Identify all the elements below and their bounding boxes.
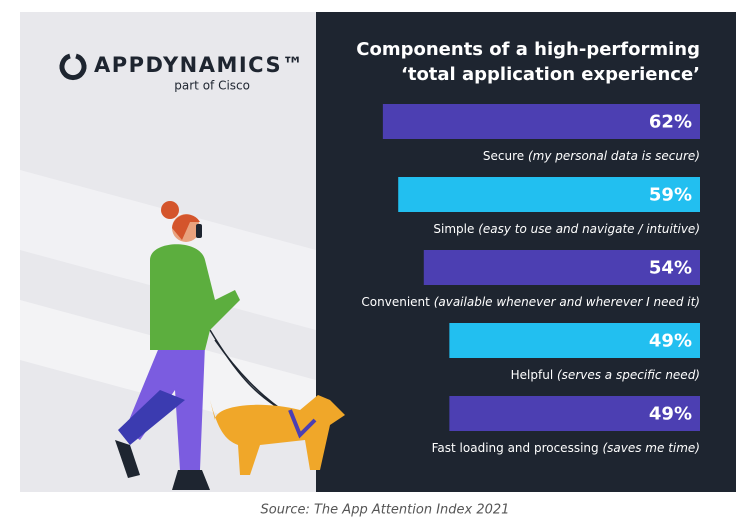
shoe xyxy=(172,470,210,490)
illustration xyxy=(115,201,345,490)
category-name: Convenient xyxy=(361,295,430,309)
logo-tagline: part of Cisco xyxy=(174,79,250,93)
value-label: 54% xyxy=(649,258,692,279)
dog xyxy=(210,395,345,475)
chart-title: Components of a high-performing xyxy=(356,39,700,60)
pants xyxy=(125,345,205,470)
logo: APPDYNAMICS™ part of Cisco xyxy=(59,53,305,93)
bar xyxy=(423,250,700,285)
category-label: Helpful (serves a specific need) xyxy=(511,368,700,382)
sweater xyxy=(150,244,240,350)
category-note: (easy to use and navigate / intuitive) xyxy=(478,222,700,236)
value-label: 49% xyxy=(649,404,692,425)
category-name: Fast loading and processing xyxy=(432,441,599,455)
phone xyxy=(196,224,202,238)
bar xyxy=(449,323,700,358)
category-note: (saves me time) xyxy=(602,441,700,455)
category-name: Simple xyxy=(433,222,474,236)
hair xyxy=(172,214,200,240)
harness xyxy=(288,409,317,439)
shoe xyxy=(115,440,140,478)
value-label: 62% xyxy=(649,112,692,133)
category-name: Secure xyxy=(483,149,524,163)
bar xyxy=(449,396,700,431)
leg-stripe xyxy=(118,390,185,445)
bar xyxy=(382,104,700,139)
logo-name: APPDYNAMICS™ xyxy=(94,53,305,77)
category-note: (available whenever and wherever I need … xyxy=(434,295,700,309)
logo-mark xyxy=(59,53,87,80)
category-name: Helpful xyxy=(511,368,554,382)
value-label: 49% xyxy=(649,331,692,352)
chart-title: ‘total application experience’ xyxy=(401,64,700,85)
source: Source: The App Attention Index 2021 xyxy=(261,503,510,518)
value-label: 59% xyxy=(649,185,692,206)
hair-bun xyxy=(161,201,179,219)
category-label: Simple (easy to use and navigate / intui… xyxy=(433,222,700,236)
category-note: (my personal data is secure) xyxy=(528,149,700,163)
category-note: (serves a specific need) xyxy=(557,368,700,382)
category-label: Convenient (available whenever and where… xyxy=(361,295,700,309)
category-label: Fast loading and processing (saves me ti… xyxy=(432,441,700,455)
category-label: Secure (my personal data is secure) xyxy=(483,149,700,163)
bar xyxy=(398,177,700,212)
